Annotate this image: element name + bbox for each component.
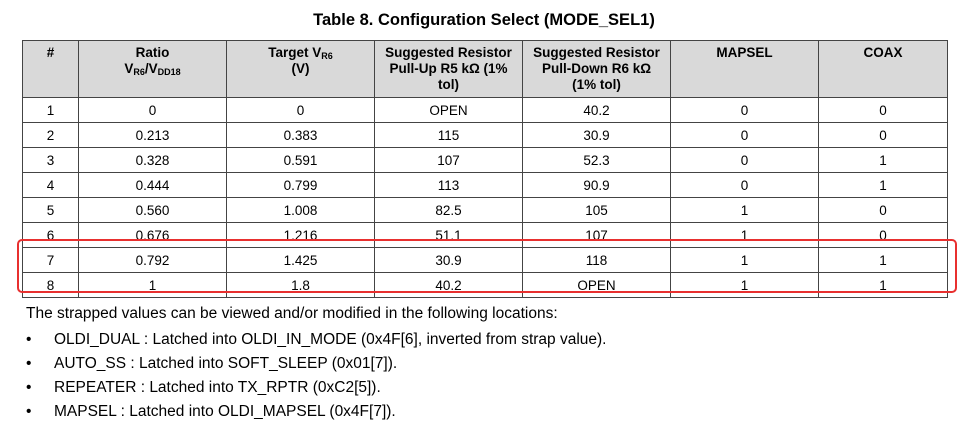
cell-mapsel: 0	[670, 97, 819, 123]
cell-mapsel: 1	[670, 272, 819, 298]
cell-mapsel: 1	[670, 247, 819, 273]
table-row: 1 0 0 OPEN 40.2 0 0	[22, 97, 948, 123]
cell-mapsel: 0	[670, 147, 819, 173]
cell-ratio: 0	[78, 97, 227, 123]
bullet-icon: •	[26, 355, 32, 372]
highlight-box	[17, 239, 957, 293]
cell-num: 8	[22, 272, 79, 298]
list-item-text: MAPSEL : Latched into OLDI_MAPSEL (0x4F[…	[54, 403, 396, 420]
cell-ratio: 1	[78, 272, 227, 298]
table-title: Table 8. Configuration Select (MODE_SEL1…	[313, 11, 655, 29]
cell-target: 1.216	[226, 222, 375, 248]
table-row: 3 0.328 0.591 107 52.3 0 1	[22, 147, 948, 173]
header-mapsel: MAPSEL	[670, 40, 819, 98]
strap-description: The strapped values can be viewed and/or…	[26, 305, 558, 322]
cell-num: 2	[22, 122, 79, 148]
cell-mapsel: 1	[670, 197, 819, 223]
cell-pullup: 82.5	[374, 197, 523, 223]
list-item-text: OLDI_DUAL : Latched into OLDI_IN_MODE (0…	[54, 331, 607, 348]
cell-num: 3	[22, 147, 79, 173]
cell-mapsel: 0	[670, 172, 819, 198]
strap-locations-list: • OLDI_DUAL : Latched into OLDI_IN_MODE …	[26, 329, 606, 425]
table-row: 2 0.213 0.383 115 30.9 0 0	[22, 122, 948, 148]
cell-pulldown: 40.2	[522, 97, 671, 123]
cell-coax: 1	[818, 172, 948, 198]
list-item-text: AUTO_SS : Latched into SOFT_SLEEP (0x01[…	[54, 355, 398, 372]
table-row: 7 0.792 1.425 30.9 118 1 1	[22, 247, 948, 273]
cell-pullup: 115	[374, 122, 523, 148]
list-item: • AUTO_SS : Latched into SOFT_SLEEP (0x0…	[26, 353, 606, 377]
cell-ratio: 0.328	[78, 147, 227, 173]
list-item-text: REPEATER : Latched into TX_RPTR (0xC2[5]…	[54, 379, 381, 396]
cell-pulldown: 52.3	[522, 147, 671, 173]
table-row: 8 1 1.8 40.2 OPEN 1 1	[22, 272, 948, 298]
cell-target: 1.8	[226, 272, 375, 298]
cell-target: 1.008	[226, 197, 375, 223]
cell-num: 4	[22, 172, 79, 198]
cell-pullup: 113	[374, 172, 523, 198]
cell-pulldown: 118	[522, 247, 671, 273]
cell-pulldown: 30.9	[522, 122, 671, 148]
cell-target: 0	[226, 97, 375, 123]
cell-target: 0.591	[226, 147, 375, 173]
cell-ratio: 0.560	[78, 197, 227, 223]
configuration-table: # Ratio VR6/VDD18 Target VR6 (V) Suggest…	[22, 40, 948, 298]
bullet-icon: •	[26, 331, 32, 348]
cell-pullup: 107	[374, 147, 523, 173]
cell-ratio: 0.792	[78, 247, 227, 273]
cell-ratio: 0.213	[78, 122, 227, 148]
bullet-icon: •	[26, 379, 32, 396]
cell-coax: 0	[818, 122, 948, 148]
cell-coax: 0	[818, 197, 948, 223]
cell-num: 7	[22, 247, 79, 273]
header-pullup: Suggested Resistor Pull-Up R5 kΩ (1% tol…	[374, 40, 523, 98]
cell-target: 0.383	[226, 122, 375, 148]
bullet-icon: •	[26, 403, 32, 420]
table-row: 5 0.560 1.008 82.5 105 1 0	[22, 197, 948, 223]
header-num: #	[22, 40, 79, 98]
header-pulldown: Suggested Resistor Pull-Down R6 kΩ (1% t…	[522, 40, 671, 98]
header-row: # Ratio VR6/VDD18 Target VR6 (V) Suggest…	[22, 40, 948, 98]
list-item: • MAPSEL : Latched into OLDI_MAPSEL (0x4…	[26, 401, 606, 425]
cell-pulldown: 90.9	[522, 172, 671, 198]
header-target: Target VR6 (V)	[226, 40, 375, 98]
table-row: 4 0.444 0.799 113 90.9 0 1	[22, 172, 948, 198]
header-ratio: Ratio VR6/VDD18	[78, 40, 227, 98]
cell-num: 5	[22, 197, 79, 223]
cell-pulldown: 105	[522, 197, 671, 223]
cell-num: 1	[22, 97, 79, 123]
cell-pullup: OPEN	[374, 97, 523, 123]
cell-pulldown: OPEN	[522, 272, 671, 298]
cell-ratio: 0.676	[78, 222, 227, 248]
cell-coax: 0	[818, 97, 948, 123]
cell-ratio: 0.444	[78, 172, 227, 198]
cell-pullup: 40.2	[374, 272, 523, 298]
list-item: • REPEATER : Latched into TX_RPTR (0xC2[…	[26, 377, 606, 401]
table-row: 6 0.676 1.216 51.1 107 1 0	[22, 222, 948, 248]
cell-coax: 1	[818, 272, 948, 298]
cell-mapsel: 0	[670, 122, 819, 148]
cell-pulldown: 107	[522, 222, 671, 248]
cell-coax: 1	[818, 147, 948, 173]
header-coax: COAX	[818, 40, 948, 98]
cell-target: 0.799	[226, 172, 375, 198]
cell-target: 1.425	[226, 247, 375, 273]
list-item: • OLDI_DUAL : Latched into OLDI_IN_MODE …	[26, 329, 606, 353]
